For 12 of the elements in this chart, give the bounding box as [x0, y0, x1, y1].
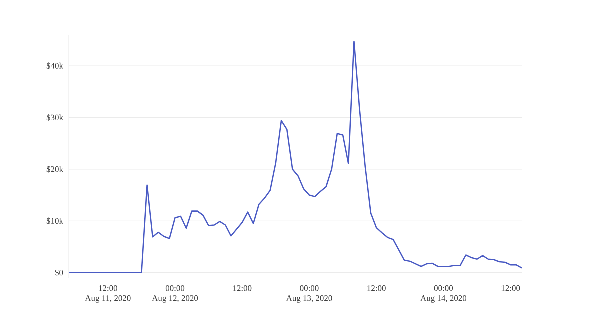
x-tick-label: 00:00 Aug 14, 2020 [420, 286, 467, 303]
x-tick-label: 00:00 Aug 13, 2020 [286, 286, 332, 303]
x-tick-label: 12:00 [233, 286, 252, 292]
y-tick-label: $40k [46, 62, 64, 70]
x-tick-label: 00:00 Aug 12, 2020 [152, 286, 198, 303]
y-tick-label: $10k [46, 218, 64, 225]
y-tick-label: $30k [46, 114, 64, 122]
y-tick-label: $0 [55, 269, 64, 276]
x-tick-label: 12:00 [368, 286, 386, 292]
y-tick-label: $20k [46, 166, 64, 173]
x-tick-label: 12:00 Aug 11, 2020 [85, 286, 131, 303]
x-tick-label: 12:00 [502, 286, 520, 292]
